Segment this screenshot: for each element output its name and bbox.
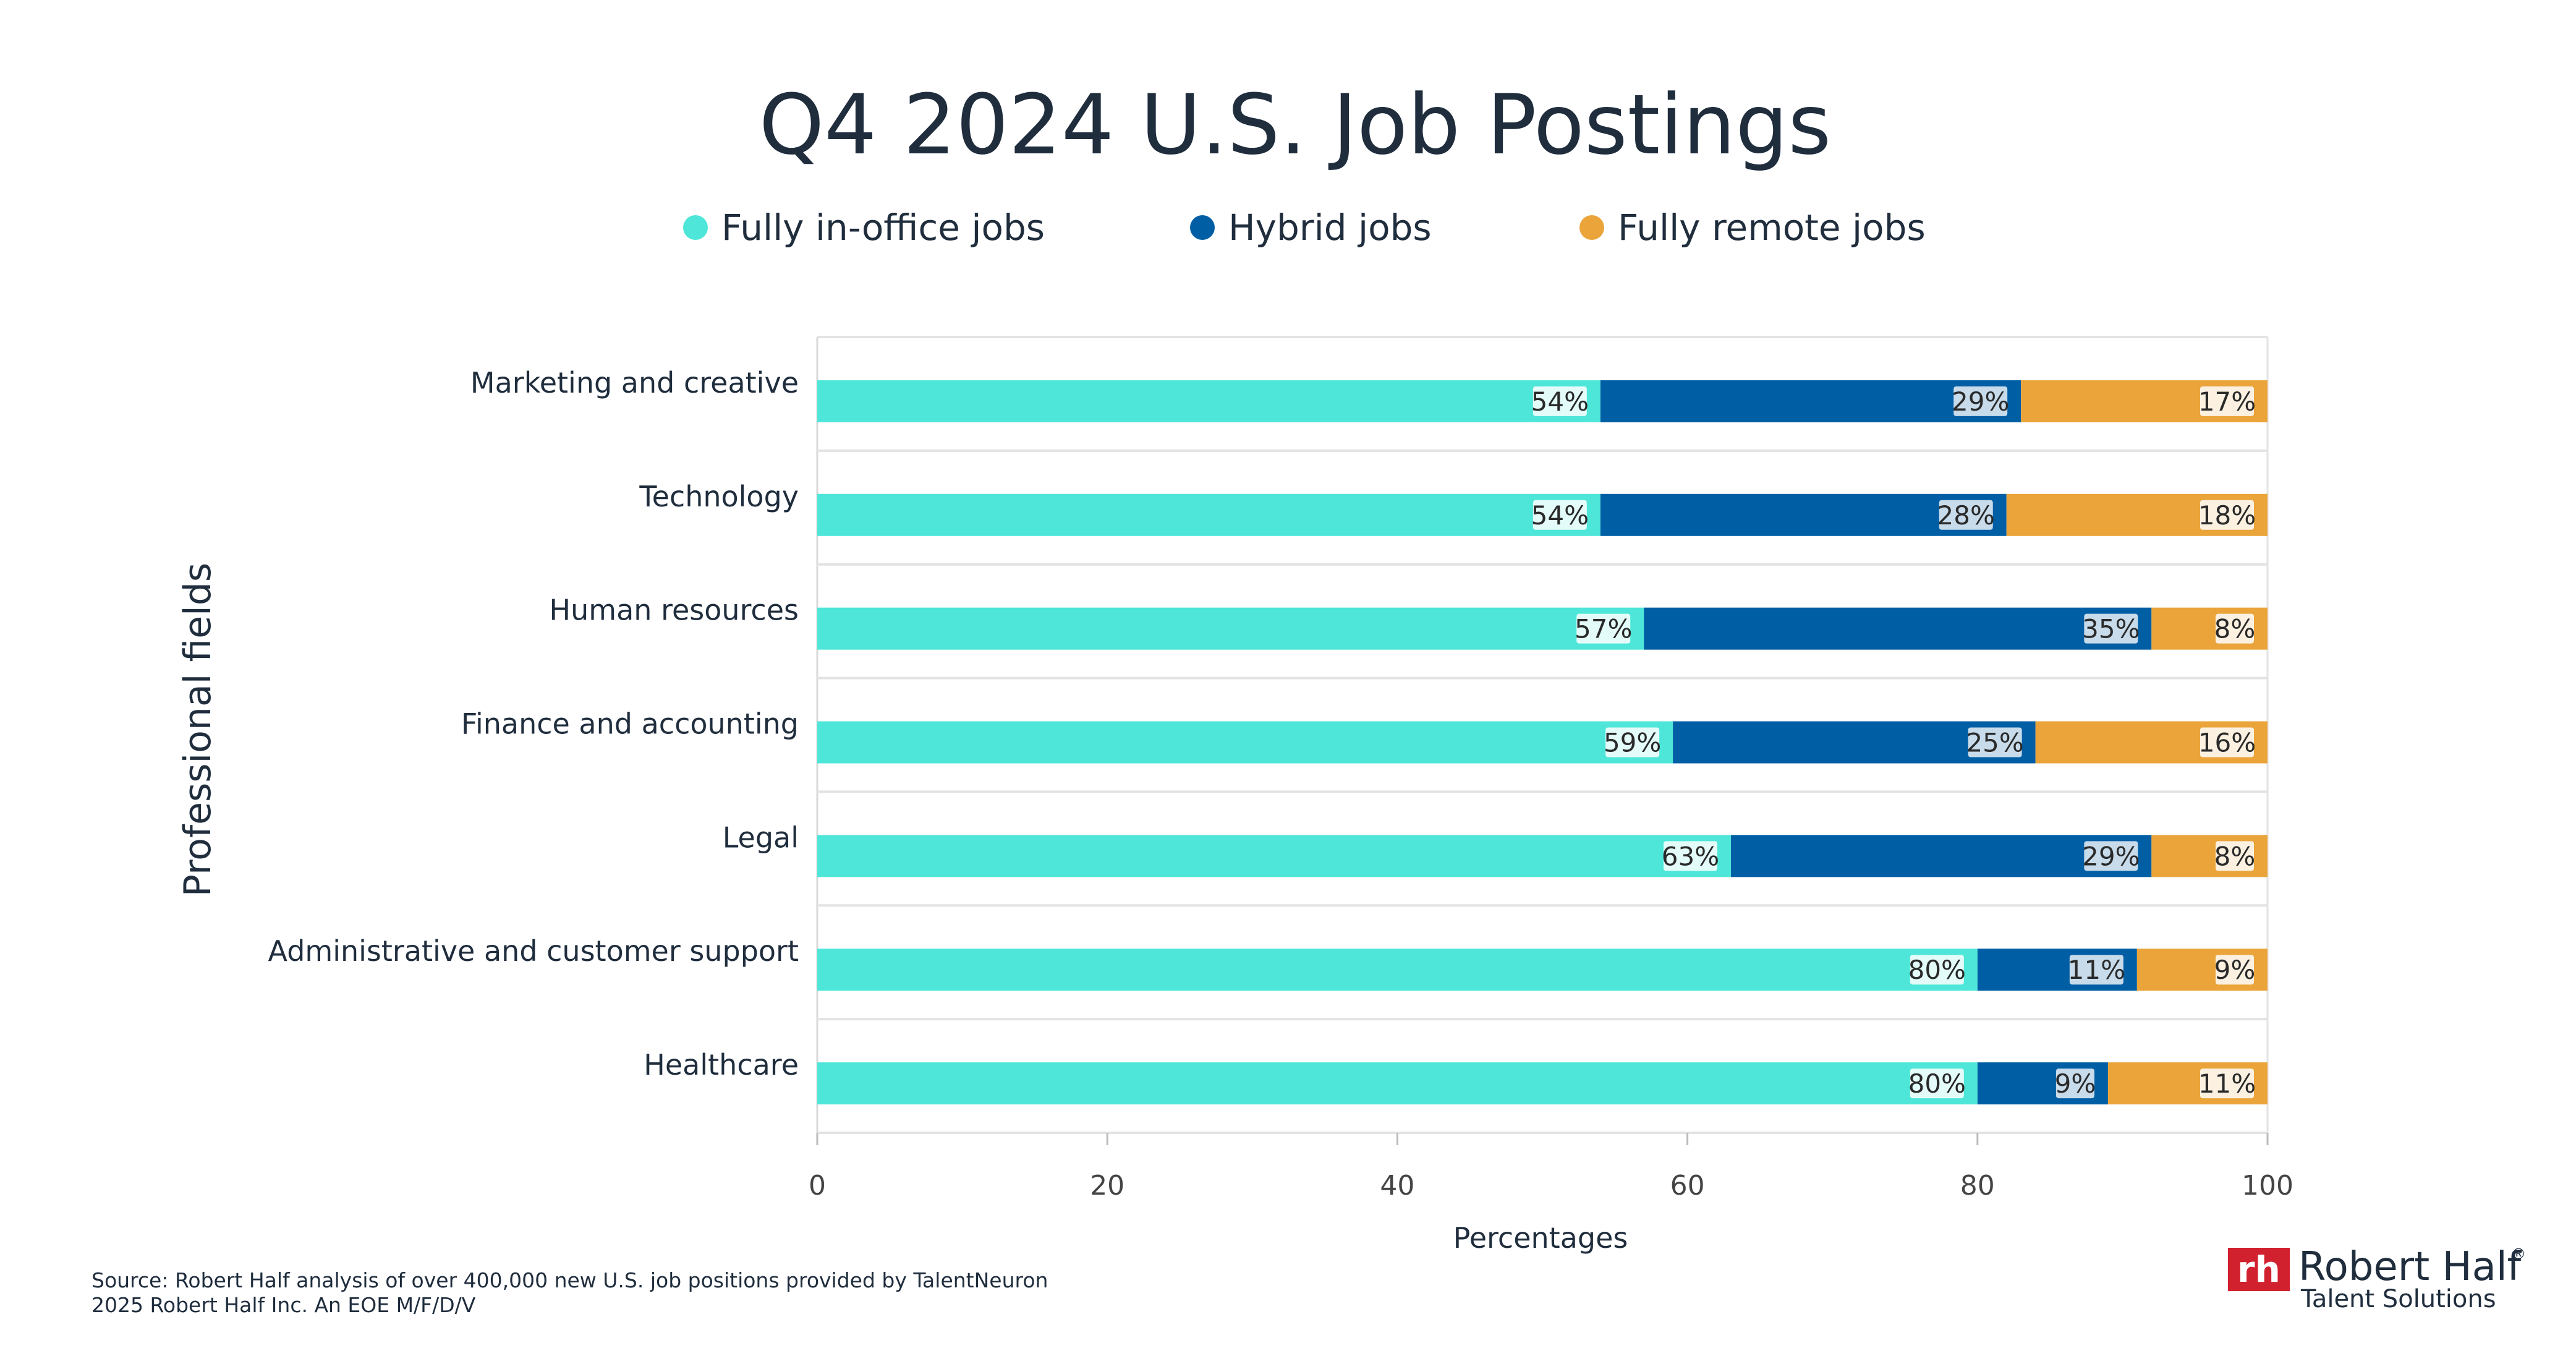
value-label-6-2: 11% <box>2198 1069 2256 1099</box>
bars: 54% 29% 17% 54% 28% 18% 57% 35% 8% 59% 25% 16% 63% 29… <box>817 380 2268 1105</box>
bar-segment-1-1 <box>1600 493 2007 536</box>
legend-label-2: Fully remote jobs <box>1618 207 1926 249</box>
copyright-note: 2025 Robert Half Inc. An EOE M/F/D/V <box>91 1293 476 1317</box>
bar-row-4: 63% 29% 8% <box>817 835 2268 877</box>
value-label-3-2: 16% <box>2198 728 2256 758</box>
value-label-0-0: 54% <box>1531 386 1589 417</box>
legend-label-0: Fully in-office jobs <box>721 207 1045 249</box>
x-tick-label-2: 40 <box>1380 1170 1414 1201</box>
value-label-bg-4-0 <box>1663 841 1717 871</box>
value-label-5-1: 11% <box>2068 955 2125 985</box>
category-labels: Marketing and creative Technology Human re… <box>268 366 799 1081</box>
value-label-bg-1-2 <box>2200 500 2254 530</box>
bar-segment-4-0 <box>817 835 1731 877</box>
legend-item-1: Hybrid jobs <box>1190 207 1432 249</box>
category-label-5: Administrative and customer support <box>268 934 799 968</box>
value-label-0-2: 17% <box>2198 386 2256 417</box>
value-label-bg-4-2 <box>2216 841 2254 871</box>
value-label-bg-2-2 <box>2216 613 2254 644</box>
legend-marker-1 <box>1190 215 1215 240</box>
value-label-5-2: 9% <box>2214 955 2256 985</box>
value-label-2-1: 35% <box>2082 614 2140 644</box>
legend-marker-0 <box>683 215 708 240</box>
bar-segment-2-1 <box>1644 607 2152 650</box>
value-label-bg-6-1 <box>2055 1069 2094 1099</box>
x-axis-title: Percentages <box>1453 1221 1628 1255</box>
bar-row-5: 80% 11% 9% <box>817 949 2268 991</box>
x-tick-label-3: 60 <box>1670 1170 1705 1201</box>
bar-segment-0-1 <box>1600 380 2021 422</box>
x-tick-label-0: 0 <box>809 1170 826 1201</box>
value-label-bg-5-2 <box>2216 955 2254 985</box>
logo-name: Robert Half <box>2298 1244 2522 1290</box>
legend-label-1: Hybrid jobs <box>1228 207 1432 249</box>
bar-row-1: 54% 28% 18% <box>817 493 2268 536</box>
x-tick-label-5: 100 <box>2242 1170 2293 1201</box>
value-label-2-0: 57% <box>1575 614 1632 644</box>
category-label-0: Marketing and creative <box>470 366 799 399</box>
bar-row-2: 57% 35% 8% <box>817 607 2268 650</box>
bar-segment-3-0 <box>817 721 1673 764</box>
value-label-3-0: 59% <box>1604 728 1661 758</box>
bar-row-3: 59% 25% 16% <box>817 721 2268 764</box>
logo-mark-box <box>2228 1248 2290 1291</box>
bar-segment-0-0 <box>817 380 1600 422</box>
value-label-bg-1-1 <box>1939 500 1993 530</box>
bar-segment-6-0 <box>817 1062 1978 1105</box>
value-label-bg-6-2 <box>2200 1069 2254 1099</box>
value-label-bg-0-2 <box>2200 386 2254 416</box>
value-label-6-0: 80% <box>1908 1069 1966 1099</box>
value-label-bg-2-0 <box>1576 613 1631 644</box>
value-label-1-1: 28% <box>1937 500 1995 531</box>
value-label-bg-6-0 <box>1910 1069 1964 1099</box>
logo-subtitle: Talent Solutions <box>2300 1285 2496 1313</box>
source-note: Source: Robert Half analysis of over 400… <box>91 1268 1048 1292</box>
value-label-bg-5-1 <box>2069 955 2123 985</box>
value-label-4-0: 63% <box>1662 841 1719 871</box>
value-label-bg-1-0 <box>1532 500 1587 530</box>
value-label-4-1: 29% <box>2082 841 2140 871</box>
category-label-3: Finance and accounting <box>461 707 799 741</box>
x-tick-label-1: 20 <box>1090 1170 1124 1201</box>
value-label-4-2: 8% <box>2214 841 2256 871</box>
value-label-1-0: 54% <box>1531 500 1589 531</box>
bar-segment-1-0 <box>817 493 1600 536</box>
x-axis: 0 20 40 60 80 100 <box>809 1133 2293 1201</box>
value-label-bg-0-1 <box>1953 386 2008 416</box>
value-label-bg-2-1 <box>2084 613 2138 644</box>
legend-item-0: Fully in-office jobs <box>683 207 1045 249</box>
legend: Fully in-office jobs Hybrid jobs Fully rem… <box>683 207 1926 249</box>
x-tick-label-4: 80 <box>1960 1170 1995 1201</box>
value-label-6-1: 9% <box>2055 1069 2096 1099</box>
category-label-2: Human resources <box>550 594 799 627</box>
value-label-2-2: 8% <box>2214 614 2256 644</box>
y-axis-title: Professional fields <box>176 563 219 897</box>
value-label-1-2: 18% <box>2198 500 2256 531</box>
value-label-bg-3-2 <box>2200 727 2254 757</box>
value-label-bg-3-1 <box>1968 727 2022 757</box>
value-label-bg-4-1 <box>2084 841 2138 871</box>
value-label-bg-5-0 <box>1910 955 1964 985</box>
category-label-1: Technology <box>639 480 799 513</box>
value-label-0-1: 29% <box>1952 386 2009 417</box>
bar-row-0: 54% 29% 17% <box>817 380 2268 422</box>
gridlines <box>816 336 2269 1134</box>
bar-segment-5-0 <box>817 949 1978 991</box>
bar-segment-2-0 <box>817 607 1644 650</box>
bar-row-6: 80% 9% 11% <box>817 1062 2268 1105</box>
legend-marker-2 <box>1579 215 1604 240</box>
logo-registered: ® <box>2511 1245 2526 1263</box>
logo-mark-text: rh <box>2237 1248 2281 1290</box>
chart-title: Q4 2024 U.S. Job Postings <box>759 77 1831 173</box>
legend-item-2: Fully remote jobs <box>1579 207 1926 249</box>
value-label-bg-3-0 <box>1605 727 1660 757</box>
bar-segment-4-1 <box>1730 835 2152 877</box>
value-label-3-1: 25% <box>1966 728 2023 758</box>
category-label-4: Legal <box>723 821 799 854</box>
value-label-bg-0-0 <box>1532 386 1587 416</box>
value-label-5-0: 80% <box>1908 955 1966 985</box>
category-label-6: Healthcare <box>644 1048 799 1081</box>
robert-half-logo: rh Robert Half ® Talent Solutions <box>2228 1244 2526 1313</box>
